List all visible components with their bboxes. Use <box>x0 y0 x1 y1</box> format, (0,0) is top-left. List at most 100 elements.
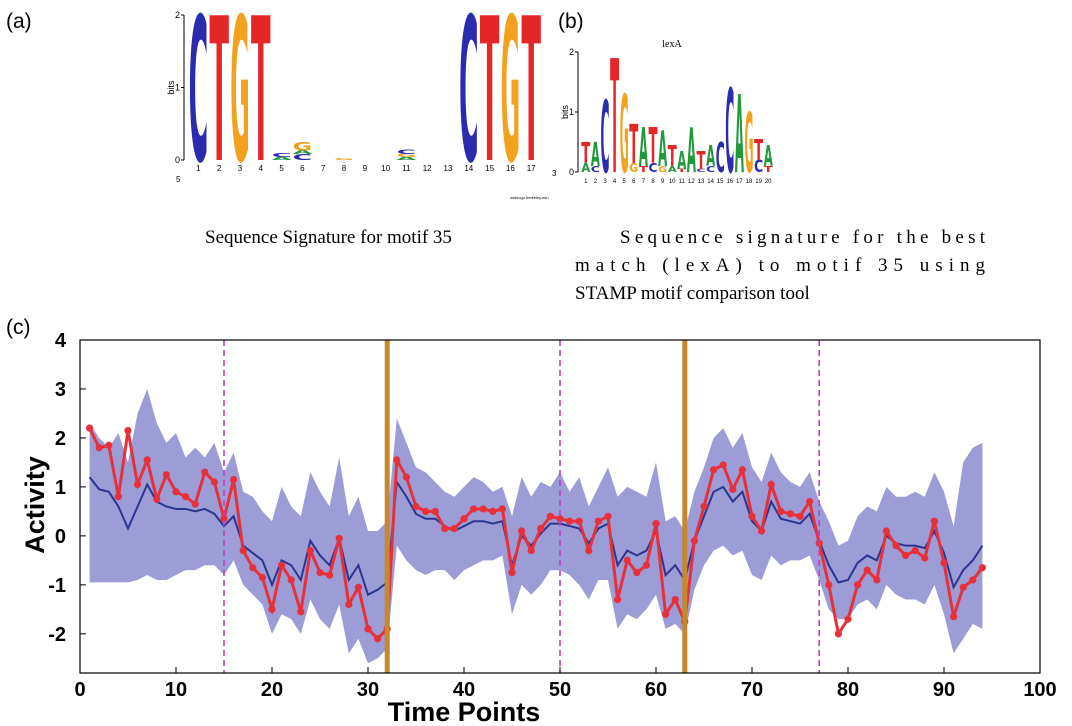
logo-letter: T <box>251 0 271 207</box>
x-axis-title: Time Points <box>388 697 541 726</box>
y-tick-label: 2 <box>175 10 180 20</box>
caption: Sequence Signature for motif 35 <box>205 227 452 248</box>
logo-letter: C <box>591 164 600 174</box>
data-point <box>892 542 900 550</box>
x-tick-label: 60 <box>645 679 667 701</box>
y-tick-label: 2 <box>569 47 574 57</box>
data-point <box>470 505 478 513</box>
y-tick-label: -2 <box>48 624 66 646</box>
position-label: 10 <box>669 179 676 185</box>
position-label: 18 <box>746 179 753 185</box>
data-point <box>393 456 401 464</box>
data-point <box>662 610 670 618</box>
y-axis-title: Activity <box>20 456 50 554</box>
data-point <box>978 564 987 572</box>
data-point <box>402 473 410 481</box>
series-line <box>88 427 984 641</box>
logo-letter: T <box>629 115 638 176</box>
data-point <box>738 466 747 474</box>
data-point <box>287 576 295 584</box>
position-label: 15 <box>485 164 494 173</box>
logo-letter: G <box>658 164 667 174</box>
y-tick-label: 2 <box>55 428 66 450</box>
data-point <box>124 426 132 435</box>
x-tick-label: 100 <box>1023 679 1056 701</box>
data-point <box>546 512 555 520</box>
data-point <box>153 495 161 503</box>
logo-letter: G <box>397 154 417 159</box>
logo-letter: A <box>735 73 744 198</box>
data-point <box>249 564 257 572</box>
logo-letter: T <box>610 28 619 210</box>
position-label: 3 <box>238 164 243 173</box>
data-point <box>182 493 190 501</box>
y-tick-label: -1 <box>48 575 66 597</box>
axis-title: bits <box>560 105 570 120</box>
data-point <box>844 615 852 623</box>
end-label: 3 <box>552 169 557 178</box>
data-point <box>134 480 142 489</box>
data-point <box>786 510 795 518</box>
data-point <box>230 475 238 484</box>
data-point <box>489 507 497 515</box>
logo-letter: C <box>696 168 705 173</box>
data-point <box>364 625 372 633</box>
confidence-band <box>89 388 983 664</box>
logo-letter: G <box>620 73 629 198</box>
logo-letter: C <box>272 153 292 159</box>
data-point <box>95 444 103 452</box>
position-label: 12 <box>423 164 432 173</box>
position-label: 1 <box>196 164 201 173</box>
data-point <box>297 608 305 616</box>
data-point <box>959 583 967 591</box>
data-point <box>354 583 362 591</box>
panel-label: (c) <box>6 316 31 339</box>
logo-letter: T <box>696 146 705 175</box>
position-label: 11 <box>402 164 411 173</box>
data-point <box>642 561 651 569</box>
logo-letter: T <box>480 0 500 207</box>
data-point <box>105 441 113 449</box>
data-point <box>527 546 535 555</box>
data-point <box>335 534 343 542</box>
data-point <box>690 537 699 545</box>
position-label: 9 <box>363 164 368 173</box>
data-point <box>258 573 266 582</box>
data-point <box>911 546 919 555</box>
logo-letter: G <box>629 161 638 176</box>
data-point <box>719 461 727 469</box>
position-label: 7 <box>642 179 646 185</box>
logo-letter: C <box>459 0 479 207</box>
logo-letter: G <box>501 0 521 207</box>
data-point <box>614 595 622 604</box>
data-point <box>441 524 449 533</box>
data-point <box>854 581 862 589</box>
y-tick-label: 3 <box>55 379 66 401</box>
logo-letter: C <box>648 161 657 176</box>
data-point <box>566 517 574 525</box>
data-point <box>172 488 180 496</box>
position-label: 13 <box>698 179 705 185</box>
data-point <box>326 571 334 579</box>
position-label: 15 <box>717 179 724 185</box>
logo-letter: A <box>677 146 686 175</box>
panel-label: (a) <box>6 10 32 33</box>
plot-area <box>86 340 987 673</box>
position-label: 13 <box>444 164 453 173</box>
position-label: 8 <box>342 164 347 173</box>
logo-letter: A <box>293 150 313 156</box>
data-point <box>604 512 612 520</box>
position-label: 20 <box>765 179 772 185</box>
data-point <box>710 466 718 474</box>
end-label: 5 <box>176 175 181 184</box>
position-label: 4 <box>613 179 617 185</box>
y-tick-label: 1 <box>55 477 66 499</box>
data-point <box>825 581 833 589</box>
data-point <box>316 569 324 577</box>
data-point <box>518 527 526 535</box>
data-point <box>268 605 276 613</box>
data-point <box>498 505 506 513</box>
logo-letter: C <box>725 67 734 200</box>
data-point <box>422 507 430 515</box>
position-label: 3 <box>603 179 607 185</box>
